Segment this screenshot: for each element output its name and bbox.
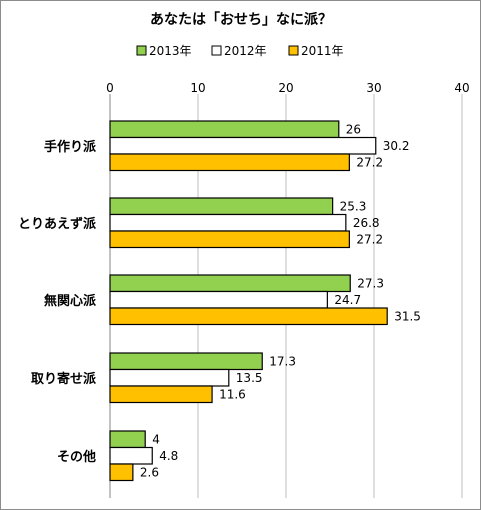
bar bbox=[109, 136, 377, 155]
bar-value-label: 4 bbox=[152, 432, 160, 446]
chart-legend: 2013年 2012年 2011年 bbox=[136, 44, 344, 58]
bar bbox=[109, 463, 134, 482]
x-tick-label: 0 bbox=[106, 81, 114, 95]
bar bbox=[109, 274, 351, 293]
bar-value-label: 27.2 bbox=[356, 232, 383, 246]
data-labels: 2630.227.225.326.827.227.324.731.517.313… bbox=[140, 122, 421, 479]
x-tick-label: 20 bbox=[278, 81, 293, 95]
category-label: 無関心派 bbox=[44, 293, 97, 309]
bar bbox=[109, 385, 213, 404]
category-label: 取り寄せ派 bbox=[31, 371, 97, 387]
bar bbox=[109, 352, 263, 371]
bar-value-label: 11.6 bbox=[219, 387, 246, 401]
bar-value-label: 25.3 bbox=[340, 199, 367, 213]
x-tick-label: 10 bbox=[190, 81, 205, 95]
bar bbox=[109, 446, 153, 465]
bar-value-label: 30.2 bbox=[383, 139, 410, 153]
bar bbox=[109, 368, 230, 387]
legend-swatch bbox=[288, 45, 299, 56]
legend-swatch bbox=[136, 45, 147, 56]
x-axis-ticks: 0 10 20 30 40 bbox=[106, 81, 469, 95]
x-tick-label: 30 bbox=[366, 81, 381, 95]
category-label: その他 bbox=[57, 449, 96, 465]
bar-value-label: 26 bbox=[346, 122, 361, 136]
bar-value-label: 24.7 bbox=[334, 293, 361, 307]
bar-value-label: 13.5 bbox=[236, 371, 263, 385]
bar-value-label: 2.6 bbox=[140, 465, 159, 479]
legend-label: 2013年 bbox=[149, 44, 192, 58]
bar-series bbox=[109, 120, 388, 482]
bar bbox=[109, 153, 350, 172]
bar bbox=[109, 120, 340, 139]
legend-label: 2011年 bbox=[301, 44, 344, 58]
bar bbox=[109, 430, 146, 449]
legend-swatch bbox=[211, 45, 222, 56]
category-label: とりあえず派 bbox=[18, 216, 97, 232]
bar bbox=[109, 230, 350, 249]
chart-title: あなたは「おせち」なに派？ bbox=[150, 11, 332, 28]
bar-value-label: 4.8 bbox=[159, 449, 178, 463]
bar-value-label: 31.5 bbox=[394, 309, 421, 323]
bar bbox=[109, 307, 388, 326]
bar-value-label: 27.2 bbox=[356, 155, 383, 169]
legend-label: 2012年 bbox=[224, 44, 267, 58]
bar bbox=[109, 290, 328, 309]
x-tick-label: 40 bbox=[454, 81, 469, 95]
bar-value-label: 26.8 bbox=[353, 216, 380, 230]
bar bbox=[109, 213, 347, 232]
bar-value-label: 17.3 bbox=[269, 354, 296, 368]
bar-value-label: 27.3 bbox=[357, 276, 384, 290]
category-label: 手作り派 bbox=[44, 139, 97, 155]
bar bbox=[109, 197, 334, 216]
